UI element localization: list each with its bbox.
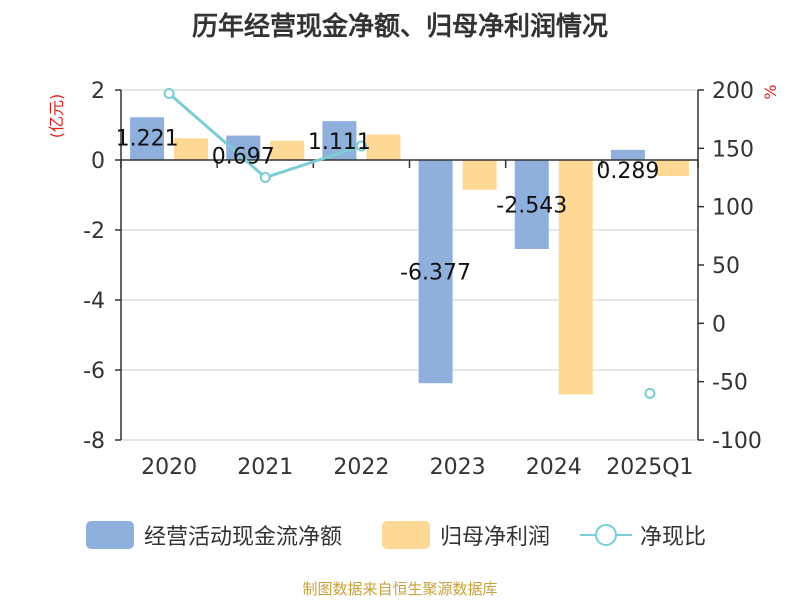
y-right-tick-label: -50 [712, 371, 748, 396]
data-source-note: 制图数据来自恒生聚源数据库 [302, 580, 498, 598]
x-tick-label: 2023 [430, 455, 486, 480]
ratio-point [355, 140, 367, 152]
bar-cash-flow [514, 160, 549, 250]
legend-swatch-ratio [580, 521, 632, 549]
data-label-cash-flow: 1.221 [116, 126, 179, 151]
bar-net-profit [558, 160, 593, 395]
y-right-tick-label: 200 [712, 79, 754, 104]
bar-cash-flow [610, 149, 645, 160]
y-left-tick-label: -6 [83, 359, 105, 384]
legend-label-cash: 经营活动现金流净额 [144, 525, 343, 550]
x-tick-label: 2020 [141, 455, 197, 480]
y-right-axis-label: % [761, 84, 780, 99]
bar-cash-flow [418, 160, 453, 384]
bar-net-profit [654, 160, 689, 177]
data-label-cash-flow: 0.289 [596, 159, 659, 184]
bar-net-profit [462, 160, 497, 190]
legend-label-profit: 归母净利润 [440, 525, 551, 550]
x-tick-label: 2024 [526, 455, 582, 480]
data-label-cash-flow: -2.543 [496, 194, 567, 219]
bar-cash-flow [130, 117, 165, 160]
x-tick-label: 2021 [237, 455, 293, 480]
y-right-tick-label: 100 [712, 196, 754, 221]
chart-legend: 经营活动现金流净额 归母净利润 净现比 [0, 518, 800, 552]
legend-item-profit[interactable]: 归母净利润 [382, 518, 550, 552]
y-right-tick-label: -100 [712, 429, 762, 454]
y-left-tick-label: 0 [91, 149, 105, 174]
legend-swatch-profit [382, 521, 430, 549]
data-label-cash-flow: 1.111 [308, 130, 371, 155]
data-label-cash-flow: 0.697 [212, 145, 275, 170]
y-right-tick-label: 150 [712, 137, 754, 162]
legend-label-ratio: 净现比 [640, 525, 707, 550]
y-right-tick-label: 0 [712, 312, 726, 337]
bar-net-profit [366, 134, 401, 160]
x-tick-label: 2022 [333, 455, 389, 480]
y-left-tick-label: 2 [91, 79, 105, 104]
bar-net-profit [270, 140, 305, 160]
legend-item-cash[interactable]: 经营活动现金流净额 [86, 518, 342, 552]
y-right-tick-label: 50 [712, 254, 740, 279]
legend-item-ratio[interactable]: 净现比 [580, 518, 706, 552]
chart-title: 历年经营现金净额、归母净利润情况 [191, 12, 608, 42]
y-left-axis-label: (亿元) [47, 94, 66, 139]
bar-net-profit [174, 138, 209, 160]
legend-swatch-cash [86, 521, 134, 549]
x-tick-label: 2025Q1 [606, 455, 693, 480]
ratio-point [644, 387, 656, 399]
ratio-point [259, 172, 271, 183]
data-label-cash-flow: -6.377 [400, 261, 471, 286]
y-left-tick-label: -8 [83, 429, 105, 454]
ratio-point [163, 88, 175, 99]
y-left-tick-label: -4 [83, 289, 105, 314]
y-left-tick-label: -2 [83, 219, 105, 244]
